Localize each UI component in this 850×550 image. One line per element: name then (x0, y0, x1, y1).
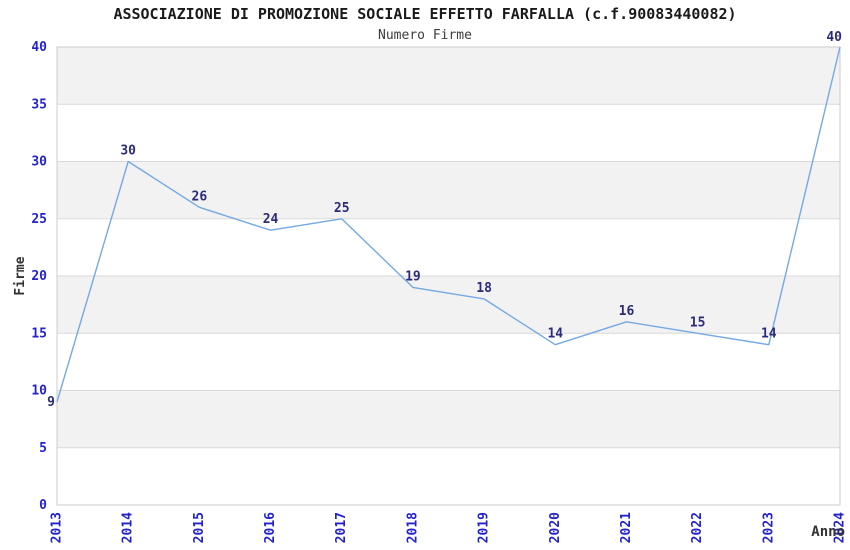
data-point-label: 16 (619, 304, 635, 319)
data-point-label: 14 (547, 327, 563, 342)
x-tick-label: 2023 (761, 512, 776, 543)
x-tick-label: 2019 (477, 512, 492, 543)
x-tick-label: 2024 (833, 512, 848, 543)
data-point-label: 15 (690, 315, 706, 330)
data-point-label: 9 (47, 395, 55, 410)
data-point-label: 19 (405, 269, 421, 284)
data-point-label: 24 (263, 212, 279, 227)
x-tick-label: 2022 (690, 512, 705, 543)
y-tick-label: 10 (31, 384, 47, 399)
data-point-label: 14 (761, 327, 777, 342)
grid-band (57, 390, 840, 448)
x-tick-label: 2013 (50, 512, 65, 543)
data-line (56, 46, 841, 403)
x-tick-label: 2017 (334, 512, 349, 543)
grid-band (57, 161, 840, 219)
data-point-label: 26 (192, 189, 208, 204)
data-point-label: 18 (476, 281, 492, 296)
plot-border (56, 46, 841, 506)
grid-band (57, 276, 840, 334)
x-axis-title: Anno (811, 524, 845, 540)
data-point-label: 40 (826, 30, 842, 45)
x-tick-label: 2015 (192, 512, 207, 543)
x-tick-label: 2016 (263, 512, 278, 543)
x-tick-label: 2020 (548, 512, 563, 543)
y-tick-label: 30 (31, 155, 47, 170)
y-tick-label: 25 (31, 212, 47, 227)
chart-title: ASSOCIAZIONE DI PROMOZIONE SOCIALE EFFET… (113, 5, 737, 23)
y-tick-label: 20 (31, 269, 47, 284)
x-tick-label: 2021 (619, 512, 634, 543)
y-tick-label: 5 (39, 441, 47, 456)
x-tick-label: 2014 (121, 512, 136, 543)
data-point-label: 25 (334, 201, 350, 216)
y-tick-label: 35 (31, 97, 47, 112)
data-point-label: 30 (120, 144, 136, 159)
chart-subtitle: Numero Firme (378, 28, 472, 43)
y-tick-label: 0 (39, 498, 47, 513)
y-tick-label: 15 (31, 326, 47, 341)
y-axis-title: Firme (13, 256, 28, 295)
y-tick-label: 40 (31, 40, 47, 55)
grid-band (57, 47, 840, 105)
x-tick-label: 2018 (405, 512, 420, 543)
